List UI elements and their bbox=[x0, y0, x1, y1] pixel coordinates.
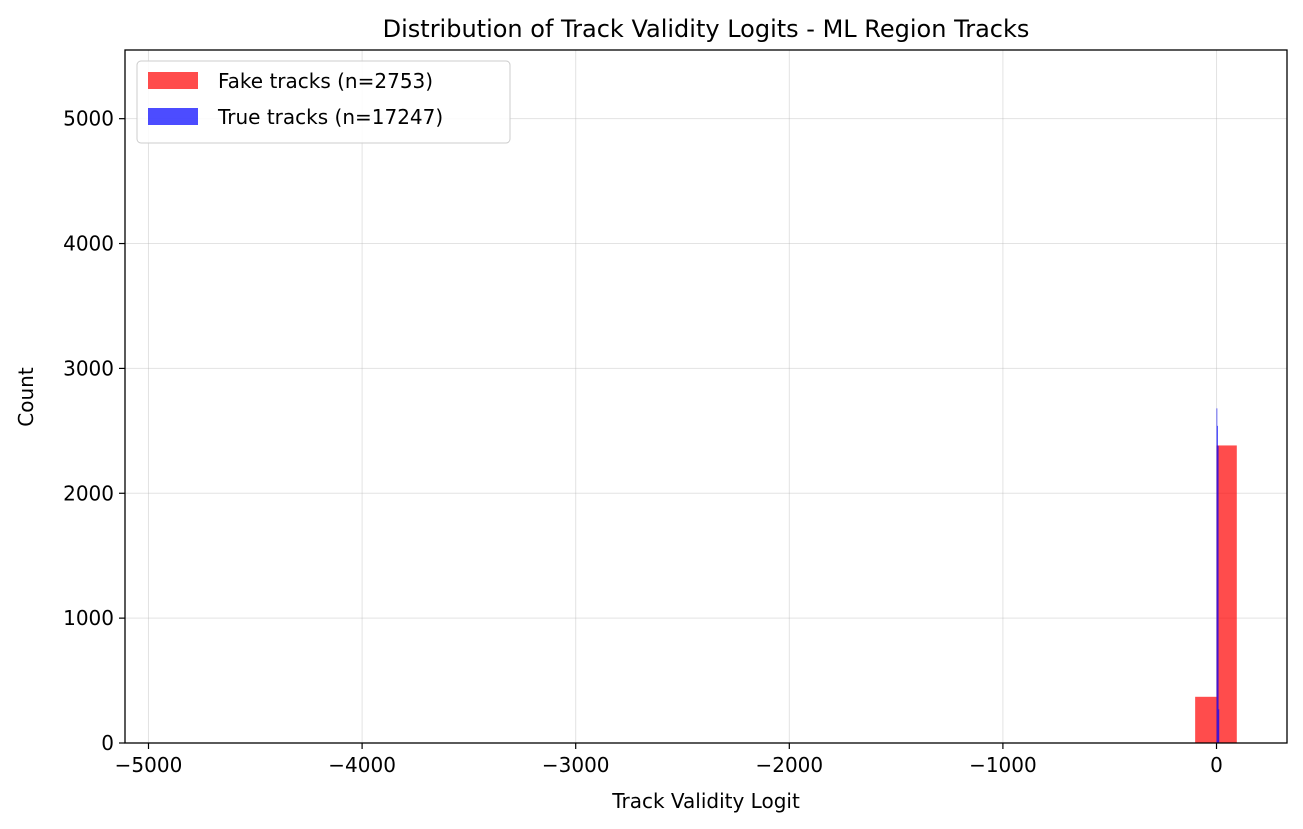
legend: Fake tracks (n=2753) True tracks (n=17247… bbox=[136, 60, 511, 144]
chart-title: Distribution of Track Validity Logits - … bbox=[383, 15, 1030, 43]
legend-swatch-fake bbox=[148, 72, 198, 89]
x-tick-label: −4000 bbox=[328, 753, 396, 777]
x-axis-label: Track Validity Logit bbox=[611, 789, 800, 813]
legend-label-fake: Fake tracks (n=2753) bbox=[218, 69, 433, 93]
y-tick-label: 3000 bbox=[63, 356, 114, 380]
y-tick-label: 4000 bbox=[63, 232, 114, 256]
true-tracks-bar bbox=[1217, 445, 1219, 743]
x-tick-label: −5000 bbox=[115, 753, 183, 777]
fake-tracks-bar bbox=[1216, 445, 1237, 743]
legend-box bbox=[136, 60, 511, 144]
axis-ticks: −5000 −4000 −3000 −2000 −1000 0 0 1000 2000 3000 4… bbox=[63, 107, 1223, 777]
true-tracks-bar bbox=[1218, 709, 1220, 743]
true-tracks-bar bbox=[1216, 408, 1218, 743]
fake-tracks-bar bbox=[1195, 696, 1217, 743]
y-tick-label: 1000 bbox=[63, 606, 114, 630]
bars bbox=[1195, 408, 1237, 743]
x-tick-label: 0 bbox=[1210, 753, 1223, 777]
plot-frame bbox=[124, 49, 1288, 744]
x-tick-label: −1000 bbox=[969, 753, 1037, 777]
y-tick-label: 0 bbox=[101, 731, 114, 755]
y-tick-label: 2000 bbox=[63, 481, 114, 505]
y-axis-label: Count bbox=[14, 367, 38, 427]
x-tick-label: −3000 bbox=[542, 753, 610, 777]
x-tick-label: −2000 bbox=[755, 753, 823, 777]
true-tracks-bar bbox=[1217, 425, 1218, 743]
y-tick-label: 5000 bbox=[63, 107, 114, 131]
legend-label-true: True tracks (n=17247) bbox=[217, 105, 443, 129]
grid bbox=[125, 50, 1287, 744]
legend-swatch-true bbox=[148, 108, 198, 125]
